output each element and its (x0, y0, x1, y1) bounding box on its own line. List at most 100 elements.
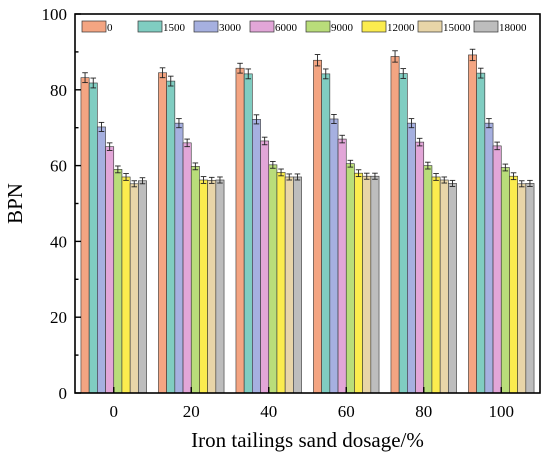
x-tick-label: 0 (110, 402, 119, 421)
error-bar-3000-60 (331, 113, 337, 124)
legend-label: 0 (107, 22, 113, 34)
bar-9000-100 (500, 167, 510, 394)
bar-15000-100 (517, 183, 527, 394)
legend-swatch (249, 20, 275, 33)
error-bar-0-40 (237, 62, 243, 74)
error-bar-9000-100 (502, 163, 509, 172)
error-bar-18000-100 (527, 179, 533, 187)
legend-label: 3000 (219, 22, 242, 34)
error-bar-15000-20 (208, 176, 215, 184)
error-bar-9000-40 (270, 160, 276, 169)
legend-item-12000: 12000 (361, 20, 415, 34)
error-bar-9000-60 (347, 159, 354, 168)
error-bar-15000-60 (363, 172, 370, 180)
bar-9000-20 (190, 166, 200, 394)
legend-swatch (81, 20, 107, 33)
error-bar-0-0 (82, 72, 88, 84)
error-bar-6000-100 (494, 141, 500, 151)
legend-swatch (305, 20, 331, 33)
bar-1500-20 (166, 80, 176, 394)
bar-0-20 (158, 72, 167, 394)
bar-1500-60 (321, 73, 331, 394)
bar-6000-60 (337, 138, 347, 394)
bar-3000-20 (174, 122, 184, 394)
bar-18000-20 (215, 179, 225, 394)
legend-item-9000: 9000 (305, 20, 354, 34)
error-bar-0-20 (159, 67, 166, 79)
bars-layer (80, 54, 535, 394)
bar-9000-60 (345, 163, 355, 394)
bar-0-40 (235, 67, 245, 394)
legend-label: 18000 (499, 22, 527, 34)
bar-0-80 (390, 56, 400, 394)
bar-18000-80 (448, 183, 457, 394)
bar-12000-20 (199, 179, 208, 394)
legend-swatch (193, 20, 219, 33)
bar-3000-40 (252, 119, 261, 394)
error-bar-12000-40 (278, 168, 284, 177)
bar-6000-80 (415, 141, 425, 394)
bar-12000-40 (276, 172, 286, 394)
bar-12000-80 (431, 176, 441, 394)
error-bar-3000-40 (253, 114, 260, 125)
bar-18000-0 (138, 180, 147, 394)
bar-9000-40 (268, 164, 278, 394)
error-bar-1500-20 (167, 75, 174, 87)
x-tick-label: 80 (415, 402, 432, 421)
bar-9000-0 (113, 169, 123, 394)
error-bar-6000-40 (261, 136, 268, 146)
bar-0-60 (313, 59, 322, 394)
legend: 0 1500 3000 6000 9000 12000 15000 18000 (81, 20, 527, 34)
error-bar-9000-20 (192, 162, 199, 171)
error-bar-18000-60 (372, 172, 378, 180)
error-bar-18000-20 (217, 176, 223, 184)
legend-swatch (473, 20, 499, 33)
y-tick-label: 80 (50, 81, 67, 100)
bar-6000-100 (492, 145, 502, 394)
bar-1500-80 (398, 73, 408, 394)
bar-6000-40 (260, 140, 270, 394)
error-bar-15000-100 (518, 180, 525, 188)
error-bar-18000-40 (294, 173, 301, 181)
legend-item-3000: 3000 (193, 20, 242, 34)
bar-12000-60 (354, 172, 363, 394)
y-tick-label: 60 (50, 157, 67, 176)
bar-6000-0 (105, 146, 115, 394)
legend-label: 6000 (275, 22, 298, 34)
error-bar-3000-80 (408, 118, 415, 129)
error-bar-1500-0 (90, 77, 97, 89)
error-bar-0-80 (392, 50, 398, 63)
error-bar-12000-20 (200, 176, 207, 184)
y-tick-label: 20 (50, 308, 67, 327)
error-bar-12000-80 (433, 173, 439, 181)
error-bar-3000-100 (486, 118, 492, 129)
bar-18000-100 (525, 183, 535, 394)
error-bar-6000-80 (416, 137, 423, 147)
legend-label: 1500 (163, 22, 186, 34)
y-axis-title: BPN (3, 183, 27, 224)
error-bar-18000-0 (139, 177, 146, 185)
legend-item-18000: 18000 (473, 20, 527, 34)
x-tick-label: 60 (338, 402, 355, 421)
y-tick-label: 40 (50, 232, 67, 251)
bar-6000-20 (182, 142, 192, 394)
error-bar-3000-0 (98, 121, 105, 132)
error-bar-0-60 (314, 54, 321, 67)
legend-label: 12000 (387, 22, 415, 34)
legend-item-1500: 1500 (137, 20, 186, 34)
error-bar-9000-80 (425, 161, 431, 170)
legend-swatch (417, 20, 443, 33)
error-bar-1500-80 (400, 68, 407, 79)
error-bar-0-100 (469, 48, 476, 62)
legend-label: 9000 (331, 22, 354, 34)
bar-3000-0 (97, 126, 106, 394)
bar-3000-60 (329, 118, 339, 394)
legend-item-0: 0 (81, 20, 113, 34)
error-bar-6000-0 (106, 142, 113, 151)
x-axis-title: Iron tailings sand dosage/% (191, 428, 424, 452)
bar-1500-0 (88, 82, 98, 394)
error-bar-1500-60 (322, 68, 329, 80)
bar-1500-100 (476, 72, 486, 394)
bar-15000-0 (129, 183, 139, 394)
